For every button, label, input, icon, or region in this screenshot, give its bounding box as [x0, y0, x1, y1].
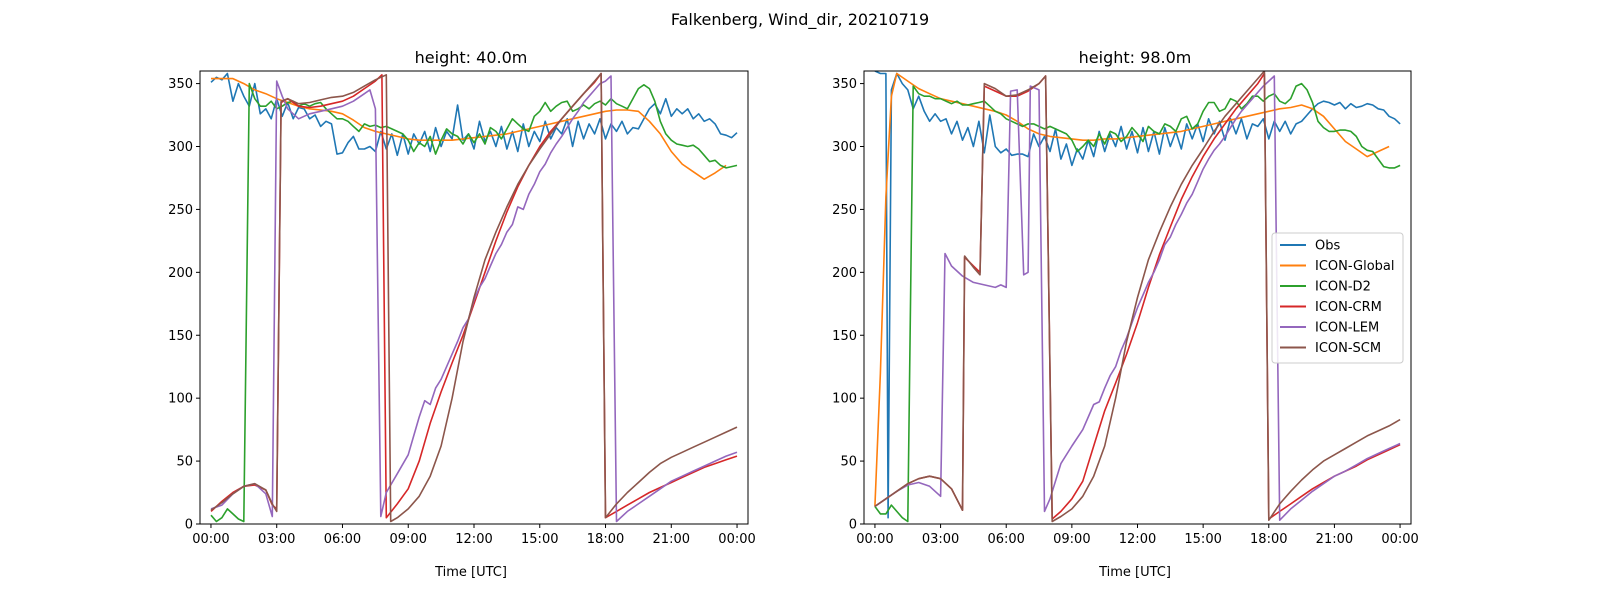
series-line-icon-lem	[210, 75, 738, 523]
x-tick-label: 06:00	[987, 532, 1024, 547]
subplot-title: height: 98.0m	[1079, 48, 1192, 67]
x-axis-label: Time [UTC]	[434, 565, 507, 580]
legend-label: ICON-Global	[1315, 259, 1395, 274]
y-tick-label: 250	[832, 203, 857, 218]
y-tick-label: 100	[832, 392, 857, 407]
x-tick-label: 06:00	[324, 532, 361, 547]
y-tick-label: 250	[168, 203, 193, 218]
x-tick-label: 03:00	[258, 532, 295, 547]
x-tick-label: 15:00	[1184, 532, 1221, 547]
series-line-icon-lem	[874, 75, 1401, 521]
y-tick-label: 100	[168, 392, 193, 407]
x-tick-label: 12:00	[1119, 532, 1156, 547]
series-line-icon-scm	[210, 72, 738, 523]
x-tick-label: 00:00	[192, 532, 229, 547]
x-tick-label: 21:00	[653, 532, 690, 547]
series-group	[210, 72, 738, 523]
series-line-icon-scm	[874, 71, 1401, 523]
series-line-obs	[210, 72, 738, 157]
x-tick-label: 18:00	[587, 532, 624, 547]
y-tick-label: 150	[832, 329, 857, 344]
x-tick-label: 00:00	[718, 532, 755, 547]
x-tick-label: 12:00	[455, 532, 492, 547]
legend: Obs ICON-Global ICON-D2 ICON-CRM ICON-LEM ICO…	[1271, 232, 1404, 364]
legend-label: ICON-CRM	[1315, 300, 1382, 315]
y-tick-label: 0	[849, 518, 857, 533]
y-tick-label: 200	[168, 266, 193, 281]
x-tick-label: 15:00	[521, 532, 558, 547]
x-tick-label: 00:00	[856, 532, 893, 547]
subplot-height-98m: height: 98.0m Time [UTC] 00:00 03:00 06:00…	[832, 48, 1419, 580]
x-tick-label: 18:00	[1250, 532, 1287, 547]
y-tick-label: 50	[840, 455, 857, 470]
y-tick-label: 200	[832, 266, 857, 281]
series-line-obs	[874, 71, 1401, 519]
x-tick-label: 09:00	[1053, 532, 1090, 547]
y-tick-label: 300	[168, 140, 193, 155]
subplot-title: height: 40.0m	[415, 48, 528, 67]
x-axis-label: Time [UTC]	[1098, 565, 1171, 580]
series-group	[874, 71, 1401, 523]
legend-label: ICON-SCM	[1315, 341, 1381, 356]
subplot-height-40m: height: 40.0m Time [UTC] 00:00 03:00 06:00…	[168, 48, 756, 580]
series-line-icon-d2	[874, 82, 1401, 523]
y-tick-label: 50	[176, 455, 193, 470]
y-tick-label: 350	[168, 77, 193, 92]
x-tick-label: 03:00	[922, 532, 959, 547]
legend-label: ICON-LEM	[1315, 321, 1379, 336]
x-tick-label: 09:00	[390, 532, 427, 547]
y-tick-label: 150	[168, 329, 193, 344]
y-tick-label: 350	[832, 77, 857, 92]
y-tick-label: 0	[185, 518, 193, 533]
x-tick-label: 00:00	[1381, 532, 1418, 547]
legend-label: ICON-D2	[1315, 280, 1371, 295]
figure-suptitle: Falkenberg, Wind_dir, 20210719	[671, 10, 929, 30]
x-tick-label: 21:00	[1316, 532, 1353, 547]
y-tick-label: 300	[832, 140, 857, 155]
legend-label: Obs	[1315, 239, 1340, 254]
